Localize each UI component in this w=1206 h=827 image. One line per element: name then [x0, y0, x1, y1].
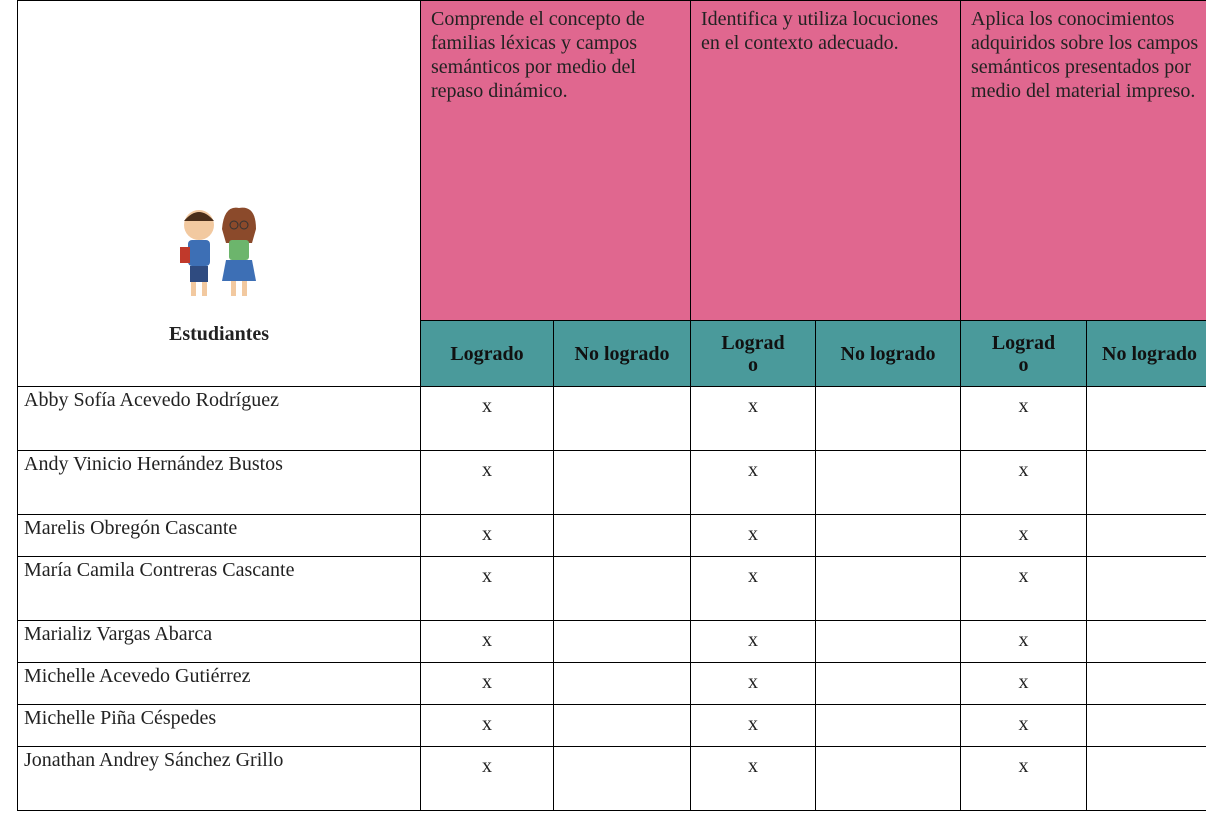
achieved-mark: x [690, 386, 816, 451]
achieved-header: Logrado [420, 320, 554, 387]
row: Marializ Vargas Abarca x x x [17, 620, 1206, 663]
not-achieved-cell [553, 386, 691, 451]
students-header-cell: Estudiantes [17, 0, 421, 387]
not-achieved-cell [553, 514, 691, 557]
achieved-mark: x [420, 662, 554, 705]
achieved-mark: x [960, 704, 1088, 747]
student-name: Michelle Piña Céspedes [17, 704, 421, 747]
achieved-mark: x [960, 514, 1088, 557]
not-achieved-cell [1086, 386, 1206, 451]
not-achieved-cell [553, 704, 691, 747]
student-name: Michelle Acevedo Gutiérrez [17, 662, 421, 705]
criterion: Comprende el concepto de familias léxica… [420, 0, 691, 321]
row: Michelle Acevedo Gutiérrez x x x [17, 662, 1206, 705]
row: Jonathan Andrey Sánchez Grillo x x x [17, 746, 1206, 811]
achieved-header: Logrado [721, 331, 785, 376]
achieved-header: Logrado [991, 331, 1056, 376]
achieved-mark: x [420, 746, 554, 811]
not-achieved-cell [553, 620, 691, 663]
not-achieved-cell [1086, 662, 1206, 705]
row: Abby Sofía Acevedo Rodríguez x x x [17, 386, 1206, 451]
achieved-mark: x [960, 662, 1088, 705]
achieved-mark: x [960, 556, 1088, 621]
not-achieved-cell [1086, 450, 1206, 515]
not-achieved-cell [814, 704, 962, 747]
not-achieved-cell [814, 450, 962, 515]
not-achieved-cell [553, 556, 691, 621]
not-achieved-cell [814, 746, 962, 811]
not-achieved-cell [1086, 746, 1206, 811]
row: Andy Vinicio Hernández Bustos x x x [17, 450, 1206, 515]
not-achieved-cell [1086, 556, 1206, 621]
achieved-header-cell: Logrado [690, 320, 816, 387]
evaluation-table: Estudiantes Comprende el concepto de fam… [17, 0, 1206, 811]
table-body: Abby Sofía Acevedo Rodríguez x x x Andy Vini… [17, 386, 1206, 811]
achieved-mark: x [960, 386, 1088, 451]
not-achieved-header: No logrado [1086, 320, 1206, 387]
not-achieved-cell [553, 746, 691, 811]
student-name: María Camila Contreras Cascante [17, 556, 421, 621]
not-achieved-header: No logrado [814, 320, 962, 387]
achieved-mark: x [420, 620, 554, 663]
student-name: Marelis Obregón Cascante [17, 514, 421, 557]
achieved-mark: x [420, 556, 554, 621]
achieved-mark: x [420, 514, 554, 557]
students-header: Estudiantes [168, 323, 270, 345]
achieved-mark: x [690, 450, 816, 515]
not-achieved-cell [814, 514, 962, 557]
student-name: Jonathan Andrey Sánchez Grillo [17, 746, 421, 811]
criterion: Identifica y utiliza locuciones en el co… [689, 0, 962, 321]
achieved-mark: x [960, 746, 1088, 811]
achieved-mark: x [960, 450, 1088, 515]
kids-illustration [180, 207, 256, 296]
not-achieved-cell [814, 556, 962, 621]
achieved-mark: x [420, 704, 554, 747]
achieved-mark: x [690, 556, 816, 621]
not-achieved-cell [553, 450, 691, 515]
achieved-mark: x [690, 746, 816, 811]
student-name: Marializ Vargas Abarca [17, 620, 421, 663]
achieved-mark: x [690, 620, 816, 663]
achieved-mark: x [960, 620, 1088, 663]
achieved-mark: x [690, 704, 816, 747]
achieved-mark: x [420, 450, 554, 515]
criterion: Aplica los conocimientos adquiridos sobr… [960, 0, 1206, 321]
student-name: Andy Vinicio Hernández Bustos [17, 450, 421, 515]
not-achieved-header: No logrado [553, 320, 691, 387]
row: Marelis Obregón Cascante x x x [17, 514, 1206, 557]
not-achieved-cell [1086, 514, 1206, 557]
not-achieved-cell [553, 662, 691, 705]
not-achieved-cell [814, 620, 962, 663]
row: María Camila Contreras Cascante x x x [17, 556, 1206, 621]
not-achieved-cell [1086, 620, 1206, 663]
achieved-header-cell: Logrado [960, 320, 1088, 387]
achieved-mark: x [690, 662, 816, 705]
row: Michelle Piña Céspedes x x x [17, 704, 1206, 747]
not-achieved-cell [814, 386, 962, 451]
not-achieved-cell [1086, 704, 1206, 747]
achieved-mark: x [690, 514, 816, 557]
not-achieved-cell [814, 662, 962, 705]
student-name: Abby Sofía Acevedo Rodríguez [17, 386, 421, 451]
achieved-mark: x [420, 386, 554, 451]
